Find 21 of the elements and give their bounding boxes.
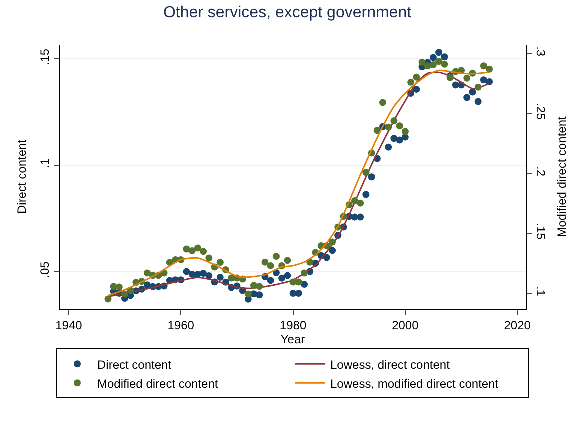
y2-tick-label: .3 [534, 46, 548, 57]
legend-label: Modified direct content [98, 376, 219, 391]
y2-axis-title: Modified direct content [555, 116, 569, 238]
legend-label: Lowess, modified direct content [330, 376, 500, 391]
y2-tick-label: .25 [534, 103, 548, 120]
y-tick-label: .15 [38, 48, 52, 66]
legend-label: Direct content [98, 358, 172, 372]
x-tick-label: 2000 [392, 318, 420, 332]
x-tick-label: 1940 [56, 318, 83, 332]
y2-tick-label: .15 [534, 223, 548, 240]
x-tick-label: 1960 [168, 318, 195, 332]
y2-tick-label: .1 [534, 286, 548, 297]
chart-title: Other services, except government [163, 4, 412, 22]
y-axis-title: Direct content [15, 139, 29, 214]
x-axis-title: Year [280, 332, 306, 346]
legend-label: Lowess, direct content [330, 358, 451, 372]
x-tick-label: 2020 [504, 318, 532, 332]
y2-tick-label: .2 [534, 166, 548, 177]
y-tick-label: .1 [38, 158, 52, 169]
y-tick-label: .05 [38, 261, 52, 278]
x-tick-label: 1980 [280, 318, 307, 332]
